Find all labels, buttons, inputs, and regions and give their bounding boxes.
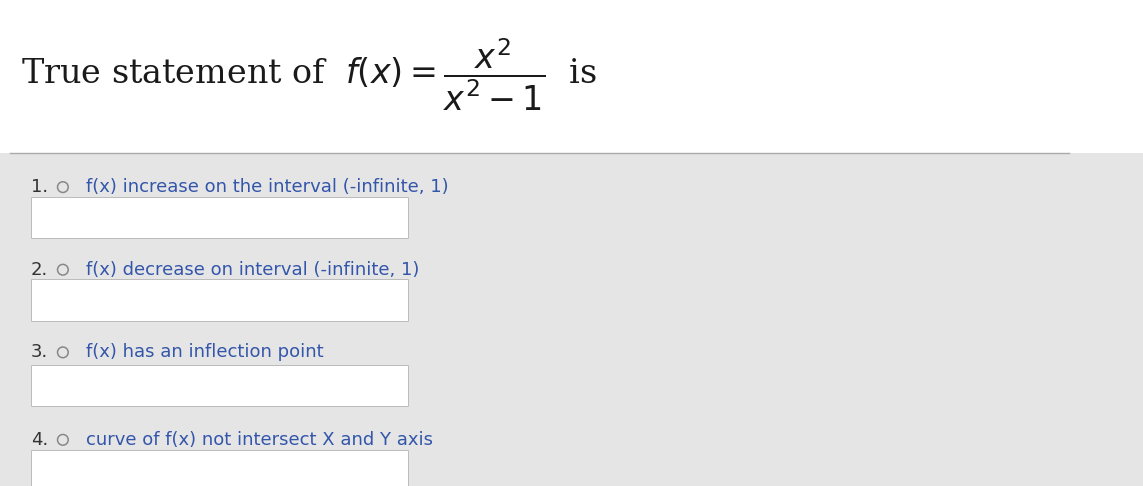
Bar xyxy=(31,197,408,238)
Text: 4.: 4. xyxy=(31,431,48,449)
Text: 2.: 2. xyxy=(31,260,48,279)
Text: 1.: 1. xyxy=(31,178,48,196)
Bar xyxy=(31,450,408,486)
Bar xyxy=(31,364,408,406)
Bar xyxy=(0,0,1143,153)
Bar xyxy=(31,279,408,321)
Text: curve of f(x) not intersect X and Y axis: curve of f(x) not intersect X and Y axis xyxy=(86,431,433,449)
Text: f(x) has an inflection point: f(x) has an inflection point xyxy=(86,343,323,362)
Text: True statement of  $f(x) = \dfrac{x^2}{x^2-1}$  is: True statement of $f(x) = \dfrac{x^2}{x^… xyxy=(21,37,597,113)
Text: f(x) decrease on interval (-infinite, 1): f(x) decrease on interval (-infinite, 1) xyxy=(86,260,419,279)
Bar xyxy=(0,153,1143,486)
Text: 3.: 3. xyxy=(31,343,48,362)
Text: f(x) increase on the interval (-infinite, 1): f(x) increase on the interval (-infinite… xyxy=(86,178,448,196)
